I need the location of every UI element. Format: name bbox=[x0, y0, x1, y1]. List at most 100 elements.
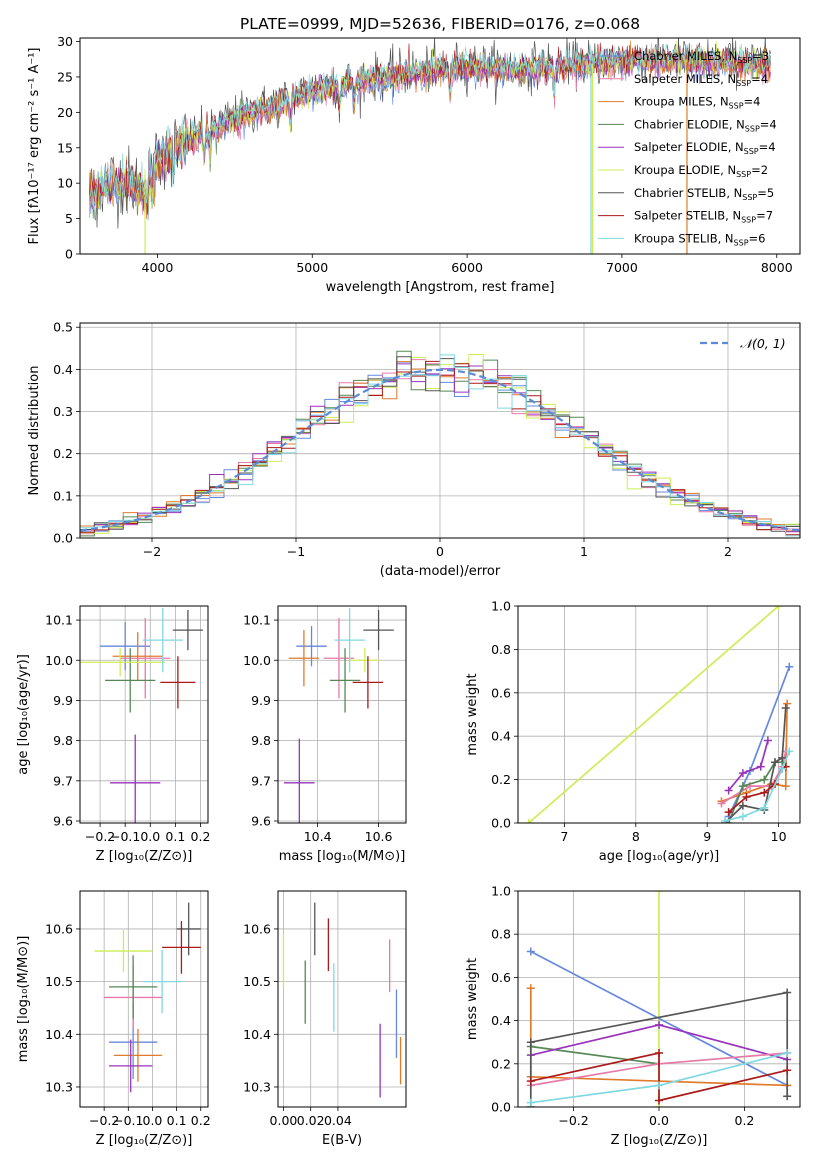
weight-series bbox=[724, 736, 772, 795]
weight-marker bbox=[774, 606, 783, 610]
weight-marker bbox=[717, 799, 726, 808]
x-axis-label: Z [log₁₀(Z/Z⊙)] bbox=[96, 849, 193, 864]
y-tick-label: 0.4 bbox=[53, 362, 73, 377]
spectrum-line bbox=[89, 42, 771, 210]
error-bar-point bbox=[112, 632, 163, 681]
weight-marker bbox=[655, 891, 663, 895]
weight-series bbox=[524, 606, 783, 823]
y-tick-label: 0.8 bbox=[491, 642, 511, 657]
y-tick-label: 10 bbox=[57, 176, 73, 191]
y-tick-label: 0.0 bbox=[491, 816, 511, 831]
y-axis-label: Normed distribution bbox=[27, 366, 42, 496]
error-bar-point bbox=[108, 955, 158, 1019]
error-bar-point bbox=[172, 610, 203, 651]
plot-area bbox=[282, 902, 402, 1098]
panel-age_vs_Z: −0.2−0.1 0.0 0.1 0.2 9.6 9.7 9.8 9.9 10.0 10.1 Z [… bbox=[16, 605, 210, 864]
y-tick-label: 10.6 bbox=[45, 921, 73, 936]
panel-spectrum: 4000 5000 6000 7000 8000 0 5 10 15 20 25 30 waveleng… bbox=[27, 34, 801, 295]
x-tick-label: 10.6 bbox=[365, 829, 393, 844]
y-tick-label: 10.1 bbox=[243, 613, 271, 628]
x-tick-label: 8000 bbox=[761, 260, 793, 275]
axes-frame bbox=[79, 890, 209, 1108]
y-tick-label: 0.6 bbox=[491, 970, 511, 985]
weight-marker bbox=[763, 736, 772, 745]
panel-mass_weight_vs_age: 7 8 9 10 0.0 0.2 0.4 0.6 0.8 1.0 age [log₁₀(age/yr… bbox=[465, 599, 801, 864]
error-bar-point bbox=[142, 608, 183, 673]
y-tick-label: 0 bbox=[65, 247, 73, 262]
x-tick-label: −0.2 bbox=[89, 1113, 119, 1128]
y-tick-label: 0.3 bbox=[53, 404, 73, 419]
y-axis-label: mass weight bbox=[465, 673, 480, 755]
y-tick-label: 10.0 bbox=[243, 653, 271, 668]
y-tick-label: 0.6 bbox=[491, 685, 511, 700]
y-tick-label: 9.6 bbox=[53, 813, 73, 828]
x-tick-label: 0.2 bbox=[191, 1113, 211, 1128]
weight-marker bbox=[526, 984, 535, 993]
x-axis-label: Z [log₁₀(Z/Z⊙)] bbox=[96, 1133, 193, 1148]
weight-marker bbox=[760, 803, 769, 812]
error-bar-point bbox=[160, 656, 196, 709]
x-axis-label: Z [log₁₀(Z/Z⊙)] bbox=[611, 1133, 708, 1148]
weight-marker bbox=[760, 775, 769, 784]
weight-marker bbox=[738, 801, 747, 810]
plot-area bbox=[94, 902, 201, 1093]
y-tick-label: 10.6 bbox=[243, 921, 271, 936]
x-tick-label: −1 bbox=[287, 544, 305, 559]
y-tick-label: 9.8 bbox=[251, 733, 271, 748]
weight-line bbox=[727, 740, 769, 792]
weight-marker bbox=[738, 812, 747, 821]
x-axis-label: E(B-V) bbox=[322, 1133, 362, 1148]
x-axis-label: age [log₁₀(age/yr)] bbox=[599, 849, 720, 864]
weight-marker bbox=[783, 988, 792, 997]
weight-marker bbox=[526, 1077, 535, 1086]
x-axis-label: mass [log₁₀(M/M⊙)] bbox=[279, 849, 406, 864]
y-tick-label: 25 bbox=[57, 69, 73, 84]
x-tick-label: −0.2 bbox=[85, 829, 115, 844]
weight-marker bbox=[524, 819, 533, 823]
error-bar-point bbox=[113, 1029, 163, 1082]
error-bar-point bbox=[352, 656, 384, 709]
y-tick-label: 9.8 bbox=[53, 733, 73, 748]
axes-frame bbox=[517, 890, 801, 1108]
y-tick-label: 10.5 bbox=[45, 974, 73, 989]
weight-marker bbox=[778, 764, 787, 773]
y-axis-label: mass [log₁₀(M/M⊙)] bbox=[16, 936, 31, 1063]
legend-label: Kroupa ELODIE, NSSP=2 bbox=[634, 163, 768, 179]
x-axis-label: (data-model)/error bbox=[380, 564, 501, 579]
legend-label: Salpeter STELIB, NSSP=7 bbox=[634, 209, 773, 225]
x-tick-label: 0.02 bbox=[297, 1113, 325, 1128]
x-axis-label: wavelength [Angstrom, rest frame] bbox=[326, 280, 555, 295]
axes-frame bbox=[79, 322, 801, 539]
y-tick-label: 30 bbox=[57, 34, 73, 49]
y-tick-label: 1.0 bbox=[491, 884, 511, 899]
error-bar-point bbox=[110, 734, 161, 823]
y-tick-label: 9.7 bbox=[251, 773, 271, 788]
weight-line bbox=[724, 707, 787, 823]
panel-mass_weight_vs_Z: −0.2 0.0 0.2 0.0 0.2 0.4 0.6 0.8 1.0 Z [log₁₀(Z/Z… bbox=[465, 884, 801, 1148]
weight-marker bbox=[785, 747, 794, 756]
y-axis-label: age [log₁₀(age/yr)] bbox=[16, 654, 31, 775]
legend-label: Salpeter ELODIE, NSSP=4 bbox=[634, 140, 776, 156]
x-tick-label: −2 bbox=[143, 544, 161, 559]
error-bar-point bbox=[363, 610, 394, 651]
y-tick-label: 9.7 bbox=[53, 773, 73, 788]
error-bar-point bbox=[105, 648, 156, 713]
y-tick-label: 9.9 bbox=[251, 693, 271, 708]
x-tick-label: −0.1 bbox=[110, 829, 140, 844]
y-axis-label: mass weight bbox=[465, 958, 480, 1040]
histogram-step bbox=[80, 354, 800, 537]
y-tick-label: 10.3 bbox=[45, 1079, 73, 1094]
x-tick-label: 5000 bbox=[296, 260, 328, 275]
y-tick-label: 10.3 bbox=[243, 1079, 271, 1094]
error-bar-point bbox=[349, 648, 381, 673]
y-tick-label: 0.0 bbox=[53, 531, 73, 546]
weight-line bbox=[529, 991, 789, 1107]
weight-series bbox=[526, 988, 792, 1107]
x-tick-label: 6000 bbox=[451, 260, 483, 275]
error-bar-point bbox=[120, 618, 171, 699]
legend-label: Chabrier STELIB, NSSP=5 bbox=[634, 186, 774, 202]
error-bar-point bbox=[142, 950, 182, 1014]
legend-label: Kroupa MILES, NSSP=4 bbox=[634, 95, 760, 111]
weight-marker bbox=[655, 1081, 663, 1090]
x-tick-label: −0.1 bbox=[113, 1113, 143, 1128]
